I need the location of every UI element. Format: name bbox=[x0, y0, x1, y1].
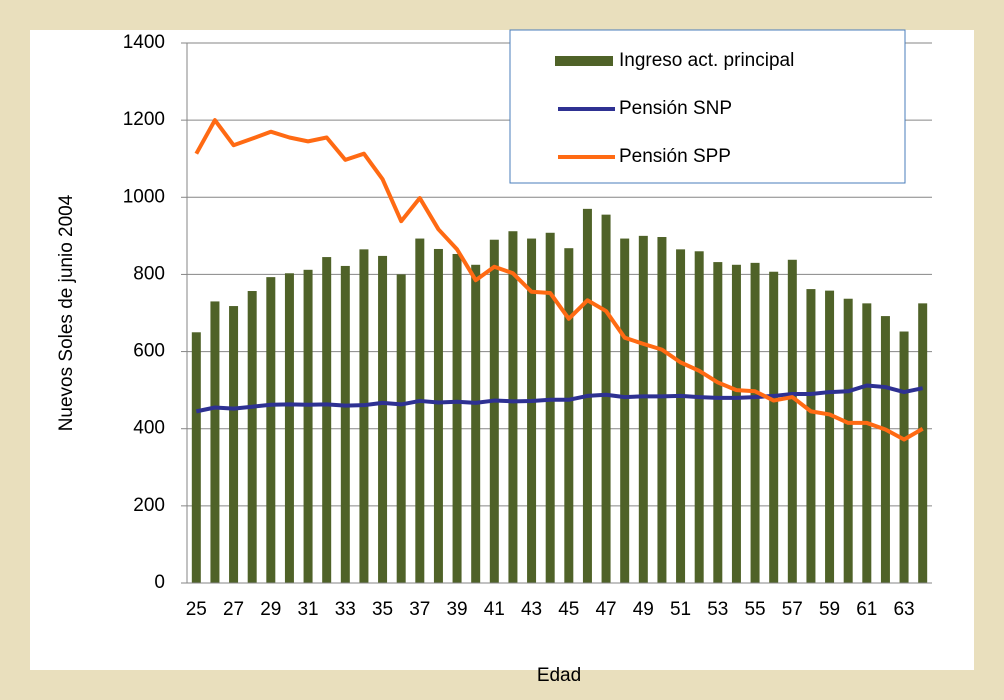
x-tick-label: 37 bbox=[409, 599, 430, 620]
y-tick-label: 1000 bbox=[123, 186, 165, 207]
bar bbox=[210, 301, 220, 583]
bar bbox=[769, 271, 779, 583]
x-tick-label: 63 bbox=[893, 599, 914, 620]
x-tick-label: 43 bbox=[521, 599, 542, 620]
y-tick-label: 0 bbox=[154, 572, 165, 593]
y-tick-label: 1200 bbox=[123, 109, 165, 130]
x-tick-label: 33 bbox=[335, 599, 356, 620]
bar bbox=[191, 332, 201, 583]
bar bbox=[638, 235, 648, 583]
y-tick-label: 600 bbox=[133, 341, 165, 362]
bar bbox=[918, 303, 928, 583]
y-axis-title: Nuevos Soles de junio 2004 bbox=[56, 194, 77, 431]
bar bbox=[284, 273, 294, 583]
x-tick-label: 39 bbox=[446, 599, 467, 620]
x-tick-label: 25 bbox=[186, 599, 207, 620]
x-tick-label: 49 bbox=[633, 599, 654, 620]
x-tick-label: 57 bbox=[782, 599, 803, 620]
bar bbox=[862, 303, 872, 583]
x-tick-label: 61 bbox=[856, 599, 877, 620]
x-tick-label: 35 bbox=[372, 599, 393, 620]
x-tick-label: 53 bbox=[707, 599, 728, 620]
y-tick-label: 200 bbox=[133, 495, 165, 516]
bar bbox=[471, 264, 481, 583]
bar bbox=[378, 255, 388, 583]
legend-label: Ingreso act. principal bbox=[619, 50, 794, 71]
bar bbox=[825, 290, 835, 583]
bar bbox=[396, 274, 406, 583]
x-axis-title: Edad bbox=[537, 665, 581, 686]
bar bbox=[899, 331, 909, 583]
x-tick-label: 55 bbox=[744, 599, 765, 620]
x-tick-label: 59 bbox=[819, 599, 840, 620]
x-tick-label: 27 bbox=[223, 599, 244, 620]
bar bbox=[545, 232, 555, 583]
x-tick-label: 41 bbox=[484, 599, 505, 620]
bar bbox=[620, 238, 630, 584]
bar bbox=[340, 265, 350, 583]
bar bbox=[750, 262, 760, 583]
bar bbox=[489, 239, 499, 583]
bar bbox=[843, 298, 853, 583]
bar bbox=[415, 238, 425, 584]
bar bbox=[359, 249, 369, 583]
bar bbox=[433, 248, 443, 583]
x-tick-label: 51 bbox=[670, 599, 691, 620]
bar bbox=[787, 259, 797, 583]
bar bbox=[508, 231, 518, 583]
bar bbox=[676, 249, 686, 583]
bar bbox=[731, 264, 741, 583]
bar bbox=[452, 253, 462, 583]
line-series bbox=[195, 383, 924, 414]
bar bbox=[694, 251, 704, 584]
x-tick-label: 29 bbox=[260, 599, 281, 620]
bar bbox=[266, 277, 276, 583]
x-tick-label: 45 bbox=[558, 599, 579, 620]
y-tick-label: 800 bbox=[133, 263, 165, 284]
line-series bbox=[194, 118, 924, 442]
bar bbox=[247, 291, 257, 583]
x-tick-label: 31 bbox=[297, 599, 318, 620]
bar bbox=[322, 257, 332, 583]
legend-label: Pensión SNP bbox=[619, 98, 732, 119]
bar bbox=[601, 214, 611, 583]
bar bbox=[657, 237, 667, 583]
x-tick-label: 47 bbox=[595, 599, 616, 620]
bar bbox=[713, 262, 723, 583]
legend-swatch bbox=[555, 56, 613, 66]
y-tick-label: 1400 bbox=[123, 32, 165, 53]
bar bbox=[564, 248, 574, 583]
bar bbox=[229, 306, 239, 583]
bar bbox=[880, 316, 890, 583]
bar bbox=[806, 289, 816, 583]
bar bbox=[527, 238, 537, 584]
bar bbox=[303, 269, 313, 583]
y-tick-label: 400 bbox=[133, 418, 165, 439]
legend-label: Pensión SPP bbox=[619, 146, 731, 167]
